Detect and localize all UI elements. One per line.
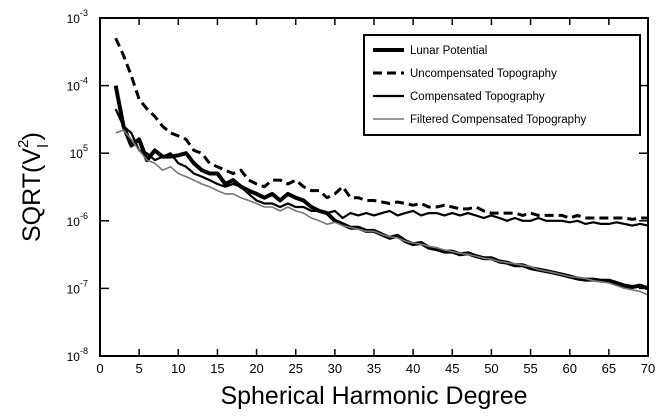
y-tick-exponent: -6 [80,211,88,221]
x-tick-label: 15 [210,361,224,376]
x-tick-label: 45 [445,361,459,376]
x-tick-label: 0 [96,361,103,376]
y-tick-base: 10 [67,80,81,94]
x-tick-label: 60 [562,361,576,376]
y-label-close: ) [18,132,46,140]
y-label-text: SQRT(V [18,148,46,242]
x-tick-label: 5 [136,361,143,376]
series-line [114,37,648,221]
y-tick-base: 10 [67,350,81,364]
y-tick-label: 10-7 [67,278,88,296]
y-tick-exponent: -7 [80,278,88,288]
x-tick-label: 30 [328,361,342,376]
x-tick-label: 55 [523,361,537,376]
y-tick-label: 105 [70,143,88,161]
legend-box [363,34,641,136]
y-tick-label: 10-3 [67,8,88,26]
y-tick-label: 10-6 [67,211,88,229]
x-tick-label: 20 [249,361,263,376]
legend-label: Compensated Topography [410,91,545,103]
y-tick-base: 10 [67,215,81,229]
y-label-sub: l [35,144,52,147]
x-tick-label: 35 [367,361,381,376]
y-tick-exponent: 5 [83,143,88,153]
legend-label: Lunar Potential [410,45,487,57]
x-tick-label: 40 [406,361,420,376]
y-axis-label: SQRT(V2 l) [15,132,52,242]
plot-frame [99,17,649,357]
x-tick-label: 50 [484,361,498,376]
y-tick-base: 10 [67,282,81,296]
x-tick-label: 70 [641,361,655,376]
legend-label: Filtered Compensated Topography [410,114,586,126]
y-tick-label: 10-8 [67,346,88,364]
legend-label: Uncompensated Topography [410,68,557,80]
y-label-sup: 2 [15,140,32,148]
y-tick-exponent: -8 [80,346,88,356]
series-line [115,129,649,296]
series-line [114,108,649,227]
y-tick-label: 10-4 [67,76,88,94]
x-axis-label: Spherical Harmonic Degree [220,382,527,410]
y-tick-base: 10 [70,147,84,161]
y-tick-base: 10 [67,12,81,26]
x-tick-label: 25 [288,361,302,376]
x-tick-label: 10 [171,361,185,376]
y-tick-exponent: -3 [80,8,88,18]
y-tick-exponent: -4 [80,76,88,86]
x-tick-label: 65 [602,361,616,376]
